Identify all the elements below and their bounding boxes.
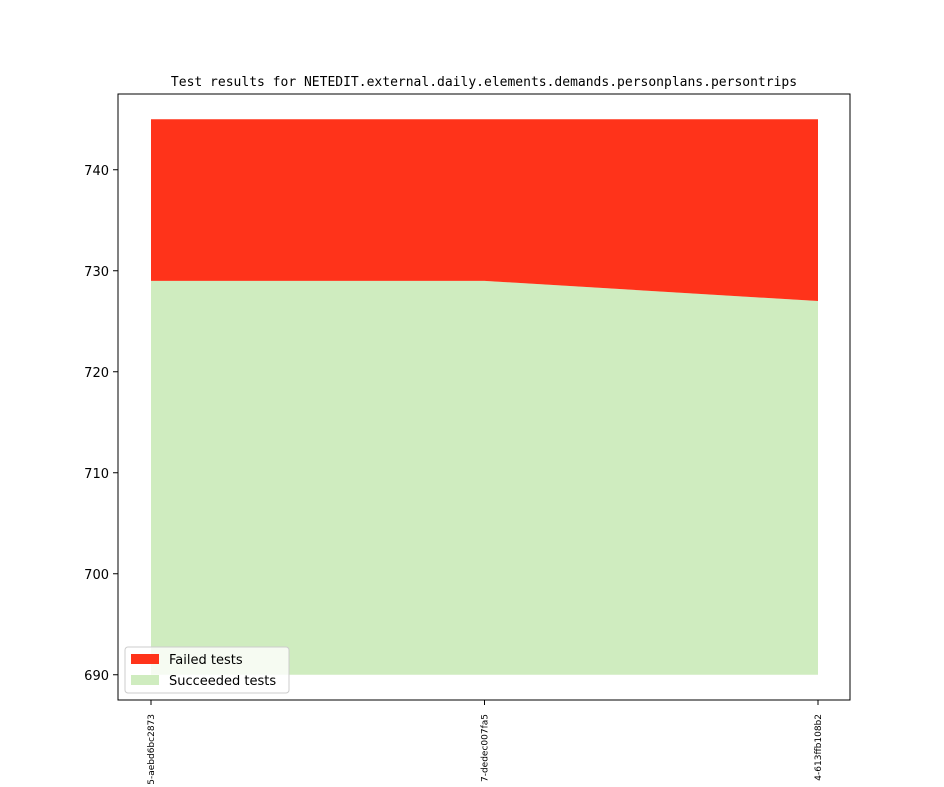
y-tick-label: 710 bbox=[84, 467, 109, 482]
x-tick-label: 4-613ffb108b2 bbox=[814, 714, 824, 781]
x-tick-label: 7-dedec007fa5 bbox=[481, 714, 491, 782]
y-tick-label: 730 bbox=[84, 265, 109, 280]
legend-label-succeeded: Succeeded tests bbox=[169, 674, 276, 689]
y-tick-label: 740 bbox=[84, 164, 109, 179]
y-tick-label: 690 bbox=[84, 669, 109, 684]
area-layer bbox=[151, 119, 818, 675]
x-axis: 5-aebd6bc2873 7-dedec007fa5 4-613ffb108b2 bbox=[147, 700, 824, 785]
legend-label-failed: Failed tests bbox=[169, 653, 243, 668]
area-succeeded-tests bbox=[151, 280, 818, 675]
legend: Failed tests Succeeded tests bbox=[124, 646, 290, 694]
legend-swatch-failed bbox=[131, 654, 159, 664]
y-tick-label: 720 bbox=[84, 366, 109, 381]
legend-box bbox=[124, 646, 290, 694]
chart-title: Test results for NETEDIT.external.daily.… bbox=[171, 75, 797, 90]
y-tick-label: 700 bbox=[84, 568, 109, 583]
area-failed-tests bbox=[151, 119, 818, 302]
x-tick-label: 5-aebd6bc2873 bbox=[147, 714, 157, 785]
legend-swatch-succeeded bbox=[131, 675, 159, 685]
y-axis: 690 700 710 720 730 740 bbox=[84, 164, 118, 684]
